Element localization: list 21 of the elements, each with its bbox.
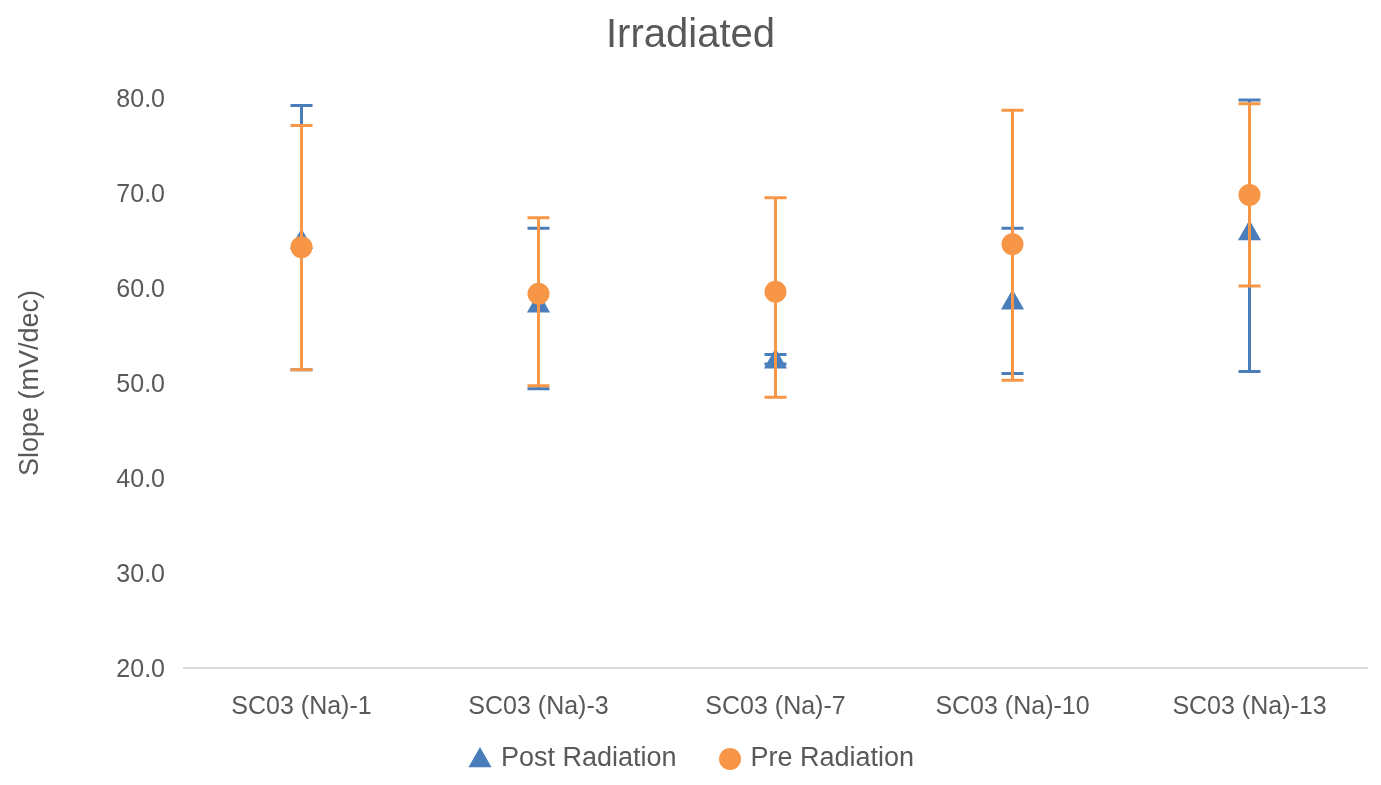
- x-tick-label: SC03 (Na)-10: [935, 690, 1090, 719]
- point: [527, 282, 550, 305]
- y-tick-label: 80.0: [116, 83, 165, 112]
- x-tick-label: SC03 (Na)-7: [705, 690, 846, 719]
- y-tick-label: 30.0: [116, 558, 165, 587]
- y-tick-label: 40.0: [116, 463, 165, 492]
- x-tick-label: SC03 (Na)-1: [231, 690, 372, 719]
- point: [1238, 183, 1261, 206]
- y-axis-title: Slope (mV/dec): [13, 289, 44, 477]
- legend-label: Post Radiation: [500, 742, 677, 773]
- y-tick-label: 50.0: [116, 368, 165, 397]
- legend-label: Pre Radiation: [750, 742, 915, 773]
- point: [1001, 233, 1024, 256]
- y-tick-label: 60.0: [116, 273, 165, 302]
- x-tick-label: SC03 (Na)-13: [1172, 690, 1327, 719]
- x-tick-label: SC03 (Na)-3: [468, 690, 609, 719]
- chart-title: Irradiated: [605, 10, 776, 57]
- point: [290, 236, 313, 259]
- y-tick-label: 70.0: [116, 178, 165, 207]
- point: [764, 280, 787, 303]
- y-tick-label: 20.0: [116, 653, 165, 682]
